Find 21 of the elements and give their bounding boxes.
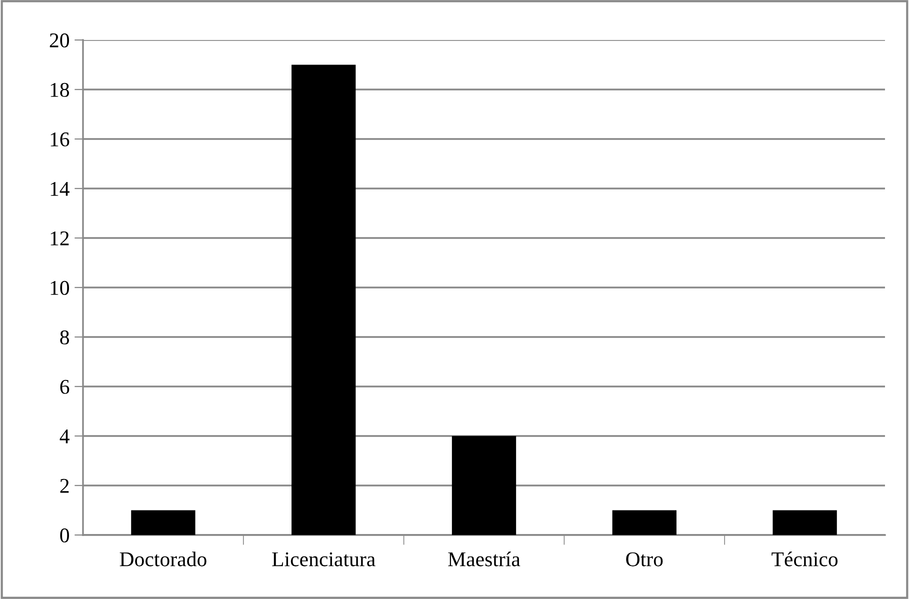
y-tick-label: 6 bbox=[60, 380, 70, 394]
bar bbox=[452, 436, 516, 535]
y-tick-label: 14 bbox=[50, 182, 70, 196]
y-tick-label: 0 bbox=[60, 528, 70, 542]
x-tick-label: Licenciatura bbox=[272, 552, 376, 566]
y-tick-label: 4 bbox=[60, 430, 70, 444]
x-tick-label: Técnico bbox=[772, 552, 838, 566]
bar bbox=[772, 510, 837, 535]
x-tick-label: Maestría bbox=[448, 552, 520, 566]
y-tick-label: 16 bbox=[50, 132, 70, 146]
bar bbox=[292, 64, 356, 535]
y-tick-label: 2 bbox=[60, 478, 69, 493]
bar bbox=[612, 510, 676, 535]
y-tick-label: 10 bbox=[50, 280, 70, 295]
y-tick-label: 8 bbox=[60, 330, 70, 344]
x-tick-label: Otro bbox=[626, 552, 663, 566]
y-tick-label: 20 bbox=[50, 33, 70, 48]
y-tick-label: 12 bbox=[50, 231, 69, 246]
y-tick-label: 18 bbox=[50, 82, 70, 97]
bar bbox=[131, 510, 196, 535]
x-tick-label: Doctorado bbox=[120, 552, 206, 566]
